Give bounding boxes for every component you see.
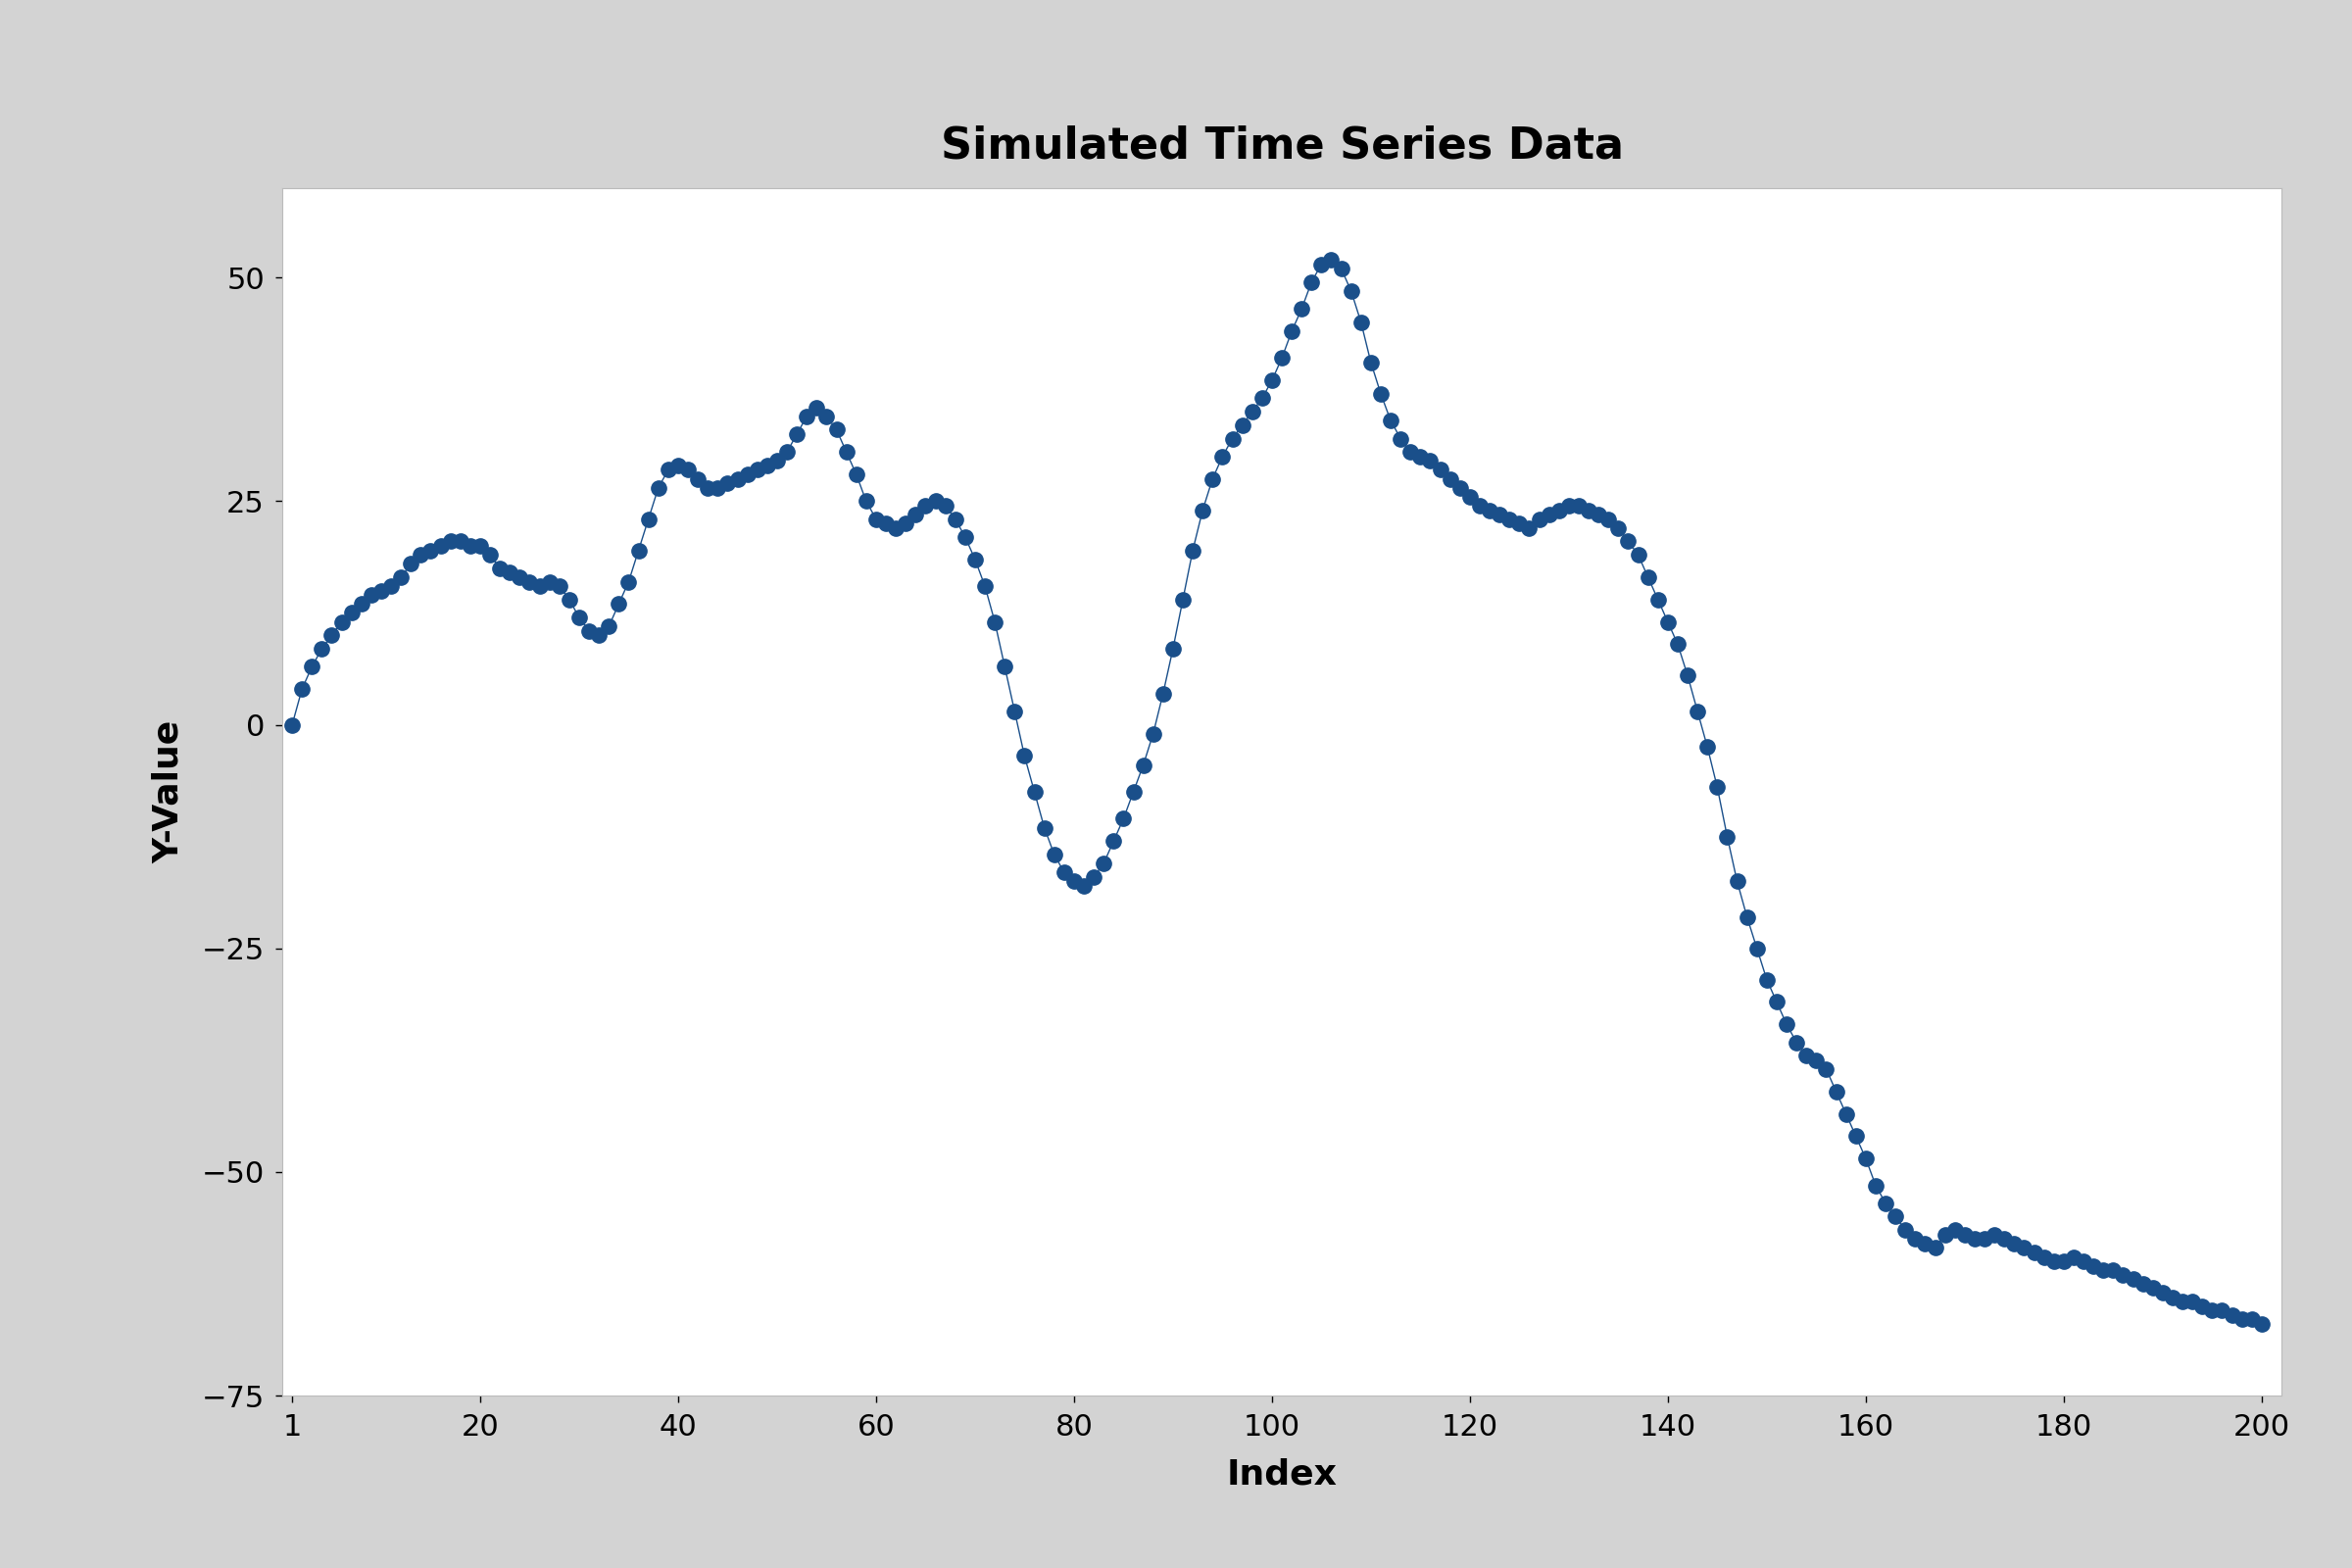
X-axis label: Index: Index (1225, 1458, 1338, 1491)
Y-axis label: Y-Value: Y-Value (153, 720, 186, 864)
Title: Simulated Time Series Data: Simulated Time Series Data (941, 125, 1623, 168)
